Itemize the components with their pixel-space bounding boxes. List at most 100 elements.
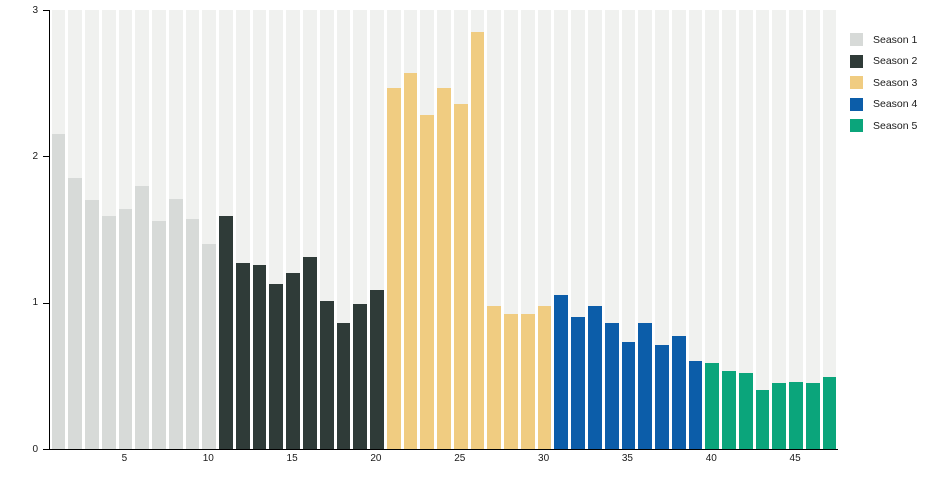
bar-column-episode-45 (789, 10, 803, 449)
legend-label: Season 2 (873, 55, 918, 68)
bar-column-episode-35 (621, 10, 636, 449)
x-tick-label-40: 40 (705, 453, 717, 464)
legend-entry-season-2: Season 2 (850, 51, 917, 73)
bar-season-2-episode-18 (336, 323, 351, 449)
legend-label: Season 1 (873, 33, 918, 46)
bar-column-episode-13 (252, 10, 267, 449)
bar-column-episode-11 (219, 10, 233, 449)
legend-swatch-icon (850, 97, 863, 111)
bar-season-5-episode-47 (822, 377, 837, 449)
bar-column-episode-30 (537, 10, 552, 449)
bar-season-2-episode-11 (219, 216, 233, 449)
bar-season-5-episode-42 (738, 372, 753, 449)
bar-column-episode-41 (722, 10, 736, 449)
bar-column-episode-47 (822, 10, 837, 449)
bar-season-1-episode-3 (85, 200, 99, 449)
x-tick-label-35: 35 (621, 453, 633, 464)
y-tick-label-1: 1 (32, 297, 38, 309)
legend-entry-season-4: Season 4 (850, 94, 917, 116)
y-tick-label-2: 2 (32, 150, 38, 162)
bar-season-4-episode-31 (554, 295, 569, 449)
bar-season-4-episode-38 (671, 336, 686, 449)
legend-entry-season-3: Season 3 (850, 72, 917, 94)
bar-season-5-episode-40 (705, 362, 720, 449)
bar-season-3-episode-29 (520, 314, 535, 449)
bar-season-3-episode-30 (537, 305, 552, 449)
bar-column-episode-21 (386, 10, 401, 449)
bar-column-episode-15 (286, 10, 300, 449)
bar-season-1-episode-9 (185, 219, 200, 449)
bar-season-5-episode-43 (755, 390, 770, 449)
bar-season-2-episode-13 (252, 264, 267, 449)
bar-season-2-episode-14 (269, 283, 284, 449)
bar-season-5-episode-44 (772, 383, 787, 449)
bar-season-4-episode-33 (588, 305, 602, 449)
bar-column-episode-14 (269, 10, 284, 449)
bar-column-episode-16 (302, 10, 317, 449)
bar-column-episode-22 (403, 10, 418, 449)
bar-season-4-episode-34 (604, 323, 619, 449)
legend-swatch-icon (850, 54, 863, 68)
bar-column-episode-25 (453, 10, 468, 449)
bar-column-episode-36 (638, 10, 653, 449)
background-track (738, 10, 753, 449)
bar-column-episode-33 (588, 10, 602, 449)
bar-season-4-episode-32 (571, 317, 585, 449)
bar-column-episode-40 (705, 10, 720, 449)
bar-season-3-episode-28 (504, 314, 518, 449)
bar-season-1-episode-1 (51, 134, 66, 449)
x-tick-label-45: 45 (789, 453, 801, 464)
x-tick-label-15: 15 (286, 453, 298, 464)
y-tick-mark-2 (43, 156, 49, 158)
bar-season-5-episode-45 (789, 381, 803, 449)
bar-season-3-episode-27 (487, 305, 502, 449)
legend-entry-season-1: Season 1 (850, 29, 917, 51)
bar-column-episode-7 (152, 10, 166, 449)
bar-column-episode-3 (85, 10, 99, 449)
bar-column-episode-6 (135, 10, 150, 449)
y-tick-mark-3 (43, 10, 49, 11)
background-track (755, 10, 770, 449)
bar-column-episode-27 (487, 10, 502, 449)
bar-column-episode-20 (370, 10, 384, 449)
bar-season-1-episode-6 (135, 185, 150, 449)
legend: Season 1 Season 2 Season 3 Season 4 Season 5 (850, 29, 917, 137)
bar-column-episode-10 (202, 10, 217, 449)
x-tick-label-5: 5 (121, 453, 128, 464)
bar-column-episode-12 (235, 10, 250, 449)
bar-column-episode-38 (671, 10, 686, 449)
bar-column-episode-5 (118, 10, 133, 449)
bar-season-1-episode-7 (152, 220, 166, 449)
y-tick-mark-1 (43, 302, 49, 304)
y-tick-label-3: 3 (32, 4, 38, 16)
legend-swatch-icon (850, 119, 863, 133)
bar-season-3-episode-21 (386, 87, 401, 449)
bar-column-episode-9 (185, 10, 200, 449)
background-track (705, 10, 720, 449)
bar-season-5-episode-46 (805, 383, 820, 449)
x-tick-label-30: 30 (538, 453, 550, 464)
y-tick-label-0: 0 (32, 443, 38, 455)
bar-column-episode-24 (437, 10, 451, 449)
bar-season-3-episode-23 (420, 115, 435, 449)
background-track (655, 10, 669, 449)
bar-season-3-episode-25 (453, 103, 468, 449)
bar-season-3-episode-24 (437, 87, 451, 449)
bar-column-episode-18 (336, 10, 351, 449)
bar-column-episode-26 (470, 10, 485, 449)
x-tick-label-20: 20 (370, 453, 382, 464)
bar-column-episode-23 (420, 10, 435, 449)
background-track (772, 10, 787, 449)
bar-season-1-episode-5 (118, 209, 133, 449)
x-tick-label-10: 10 (202, 453, 214, 464)
bar-column-episode-4 (101, 10, 116, 449)
bar-column-episode-34 (604, 10, 619, 449)
bar-season-3-episode-26 (470, 31, 485, 449)
bar-season-2-episode-16 (302, 257, 317, 449)
bar-column-episode-2 (68, 10, 83, 449)
background-track (722, 10, 736, 449)
bar-column-episode-8 (168, 10, 183, 449)
y-tick-mark-0 (43, 449, 49, 450)
bar-season-1-episode-2 (68, 178, 83, 449)
